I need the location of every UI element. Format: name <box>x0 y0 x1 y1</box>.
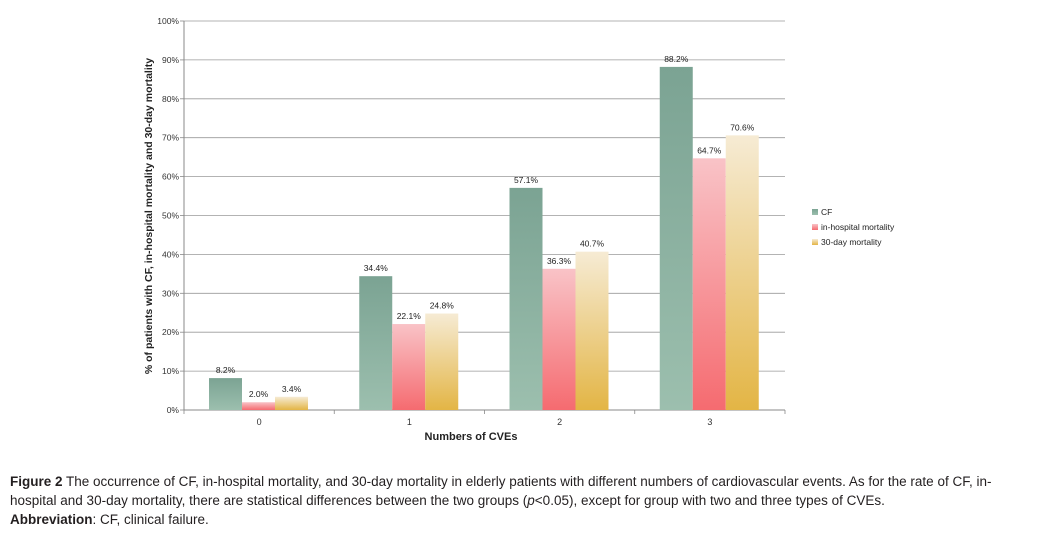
legend-swatch <box>812 209 818 215</box>
bar <box>425 313 459 410</box>
y-tick-label: 20% <box>162 327 179 337</box>
legend-swatch <box>812 224 818 230</box>
y-tick-label: 70% <box>162 133 179 143</box>
y-tick-label: 50% <box>162 211 179 221</box>
x-tick-label: 2 <box>557 417 562 427</box>
bar <box>692 158 726 410</box>
caption-line-1: The occurrence of CF, in-hospital mortal… <box>66 474 992 489</box>
data-label: 22.1% <box>397 311 422 321</box>
data-label: 8.2% <box>216 365 236 375</box>
data-label: 40.7% <box>580 239 605 249</box>
abbreviation-label: Abbreviation <box>10 512 93 527</box>
y-axis-title: % of patients with CF, in-hospital morta… <box>143 58 155 374</box>
data-label: 2.0% <box>249 389 269 399</box>
bars <box>209 66 759 410</box>
bar <box>392 324 426 410</box>
legend: CF in-hospital mortality 30-day mortality <box>812 207 895 247</box>
bar <box>542 268 576 410</box>
data-label: 36.3% <box>547 256 572 266</box>
legend-swatch <box>812 239 818 245</box>
figure-label: Figure 2 <box>10 474 63 489</box>
caption-paragraph: Figure 2 The occurrence of CF, in-hospit… <box>10 472 1026 491</box>
caption-line-2: hospital and 30-day mortality, there are… <box>10 491 1026 510</box>
axes: 0% 10% 20% 30% 40% 50% 60% 70% 80% 90% 100% 0 1 2 3 <box>157 16 786 427</box>
figure-caption: Figure 2 The occurrence of CF, in-hospit… <box>10 472 1026 529</box>
bar <box>242 402 275 410</box>
y-tick-label: 30% <box>162 288 179 298</box>
data-label: 64.7% <box>697 145 722 155</box>
x-tick-label: 1 <box>407 417 412 427</box>
data-label: 57.1% <box>514 175 539 185</box>
bar <box>275 396 308 410</box>
y-tick-label: 40% <box>162 249 179 259</box>
bar <box>509 187 543 410</box>
y-tick-label: 60% <box>162 172 179 182</box>
bar <box>725 135 759 410</box>
data-label: 3.4% <box>282 384 302 394</box>
data-label: 88.2% <box>664 54 689 64</box>
y-tick-label: 80% <box>162 94 179 104</box>
gridlines <box>184 20 785 411</box>
y-tick-label: 90% <box>162 55 179 65</box>
x-tick-label: 0 <box>257 417 262 427</box>
abbreviation-text: : CF, clinical failure. <box>92 512 209 527</box>
bar <box>209 378 242 410</box>
bar <box>575 251 609 410</box>
y-tick-label: 10% <box>162 366 179 376</box>
x-tick-label: 3 <box>707 417 712 427</box>
legend-label: CF <box>821 207 832 217</box>
data-label: 70.6% <box>730 122 755 132</box>
data-label: 34.4% <box>364 263 389 273</box>
data-labels: 8.2% 34.4% 57.1% 88.2% 2.0% 22.1% 36.3% 64.7% 3.… <box>216 54 755 399</box>
x-axis-title: Numbers of CVEs <box>425 431 518 443</box>
bar <box>359 276 393 410</box>
legend-label: in-hospital mortality <box>821 222 895 232</box>
data-label: 24.8% <box>430 301 455 311</box>
bar-chart: 8.2% 34.4% 57.1% 88.2% 2.0% 22.1% 36.3% 64.7% 3.… <box>143 16 895 443</box>
y-tick-label: 100% <box>157 16 179 26</box>
p-value-symbol: p <box>527 493 535 508</box>
y-tick-label: 0% <box>167 405 180 415</box>
legend-label: 30-day mortality <box>821 237 882 247</box>
caption-line-2-end: <0.05), except for group with two and th… <box>534 493 885 508</box>
bar <box>659 66 693 410</box>
abbreviation-line: Abbreviation: CF, clinical failure. <box>10 510 1026 529</box>
caption-line-2-start: hospital and 30-day mortality, there are… <box>10 493 528 508</box>
